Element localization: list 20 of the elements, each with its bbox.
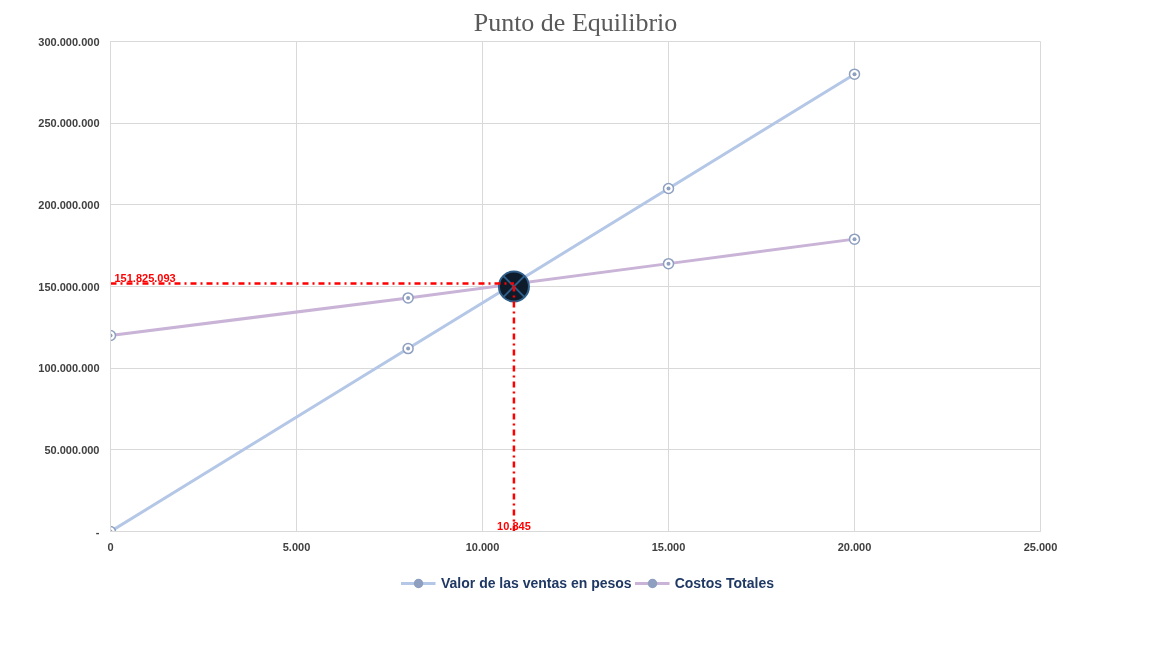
- y-tick-label: 150.000.000: [38, 280, 100, 293]
- ref-line-label: 151.825.093: [114, 271, 176, 284]
- y-tick-label: 100.000.000: [38, 362, 100, 375]
- legend-label: Valor de las ventas en pesos: [441, 575, 632, 592]
- point: [662, 182, 675, 195]
- x-tick-label: 20.000: [837, 540, 872, 553]
- point: [402, 342, 414, 355]
- x-tick-label: 15.000: [651, 540, 686, 553]
- y-tick-label: -: [95, 525, 100, 538]
- legend-label: Costos Totales: [674, 575, 774, 592]
- x-tick-label: 5.000: [282, 540, 311, 553]
- y-tick-label: 200.000.000: [38, 198, 100, 211]
- y-tick-label: 50.000.000: [44, 443, 100, 456]
- y-tick-label: 300.000.000: [38, 35, 100, 48]
- chart-title: Punto de Equilibrio: [473, 7, 678, 37]
- x-tick-label: 0: [107, 540, 114, 553]
- x-tick-label: 25.000: [1023, 540, 1058, 553]
- x-tick-label: 10.000: [465, 540, 500, 553]
- y-tick-label: 250.000.000: [38, 117, 100, 130]
- point: [848, 68, 861, 80]
